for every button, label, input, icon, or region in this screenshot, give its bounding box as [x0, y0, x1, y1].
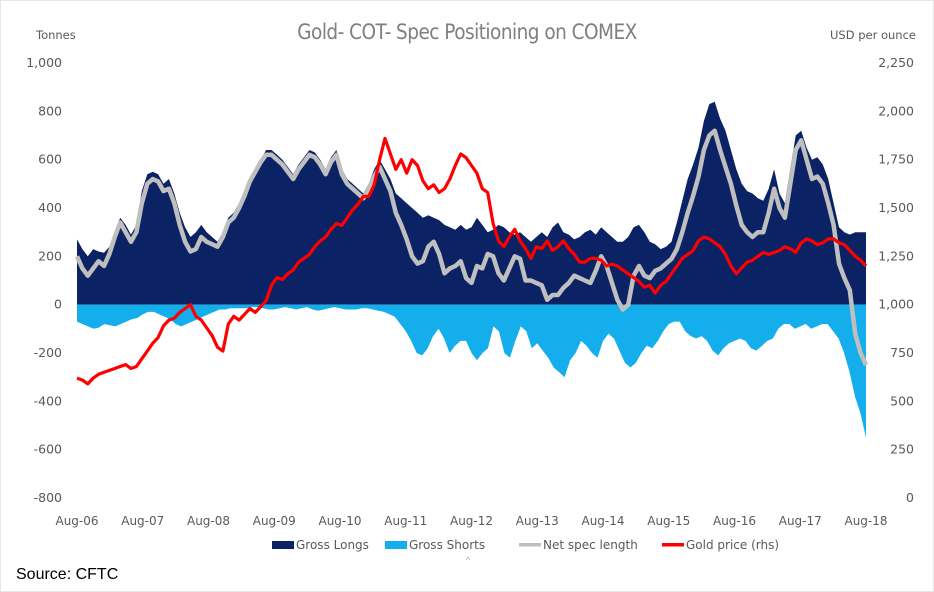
y-left-tick-label: 800: [38, 103, 62, 118]
legend-swatch: [272, 541, 294, 549]
legend-swatch: [519, 543, 541, 547]
series-gold-price-rhs-line: [76, 136, 868, 386]
caret-mark: ^: [466, 555, 471, 565]
x-tick-label: Aug-18: [844, 514, 887, 528]
x-tick-label: Aug-09: [253, 514, 296, 528]
y-left-tick-label: -600: [34, 442, 62, 457]
legend-item-gold-price-rhs: Gold price (rhs): [662, 538, 779, 552]
y-right-tick-label: 1,000: [878, 297, 914, 312]
x-tick-label: Aug-12: [450, 514, 493, 528]
y-left-tick-label: 600: [38, 152, 62, 167]
y-left-tick-label: 400: [38, 200, 62, 215]
y-right-tick-label: 750: [890, 345, 914, 360]
y-right-tick-label: 1,500: [878, 200, 914, 215]
legend-swatch: [385, 541, 407, 549]
x-tick-label: Aug-08: [187, 514, 230, 528]
series-gross-shorts-area: [77, 304, 866, 438]
x-tick-label: Aug-07: [121, 514, 164, 528]
y-right-tick-label: 0: [906, 490, 914, 505]
y-left-tick-label: 1,000: [26, 55, 62, 70]
chart-title: Gold- COT- Spec Positioning on COMEX: [297, 20, 637, 44]
x-tick-label: Aug-15: [647, 514, 690, 528]
left-axis-unit-label: Tonnes: [36, 28, 76, 42]
x-tick-label: Aug-06: [55, 514, 98, 528]
legend-label: Gross Shorts: [409, 538, 485, 552]
legend-label: Gold price (rhs): [686, 538, 779, 552]
right-axis-unit-label: USD per ounce: [830, 28, 916, 42]
series-net-spec-length-line: [74, 128, 869, 367]
y-right-tick-label: 250: [890, 442, 914, 457]
x-tick-label: Aug-17: [779, 514, 822, 528]
y-left-tick-label: -400: [34, 393, 62, 408]
x-tick-label: Aug-16: [713, 514, 756, 528]
source-note: Source: CFTC: [16, 566, 119, 583]
x-tick-label: Aug-11: [384, 514, 427, 528]
y-right-tick-label: 1,250: [878, 248, 914, 263]
legend-swatch: [662, 543, 684, 547]
y-right-tick-label: 500: [890, 393, 914, 408]
x-tick-label: Aug-14: [581, 514, 624, 528]
y-left-tick-label: 0: [54, 297, 62, 312]
legend-item-net-spec-length: Net spec length: [519, 538, 638, 552]
x-tick-label: Aug-13: [516, 514, 559, 528]
x-tick-label: Aug-10: [318, 514, 361, 528]
legend-label: Net spec length: [543, 538, 638, 552]
legend-label: Gross Longs: [296, 538, 369, 552]
series-gross-longs-area: [77, 101, 866, 305]
y-right-tick-label: 2,250: [878, 55, 914, 70]
y-left-tick-label: -800: [34, 490, 62, 505]
y-right-tick-label: 2,000: [878, 103, 914, 118]
legend-item-gross-shorts: Gross Shorts: [385, 538, 485, 552]
legend-item-gross-longs: Gross Longs: [272, 538, 369, 552]
y-left-tick-label: 200: [38, 248, 62, 263]
y-right-tick-label: 1,750: [878, 152, 914, 167]
y-left-tick-label: -200: [34, 345, 62, 360]
